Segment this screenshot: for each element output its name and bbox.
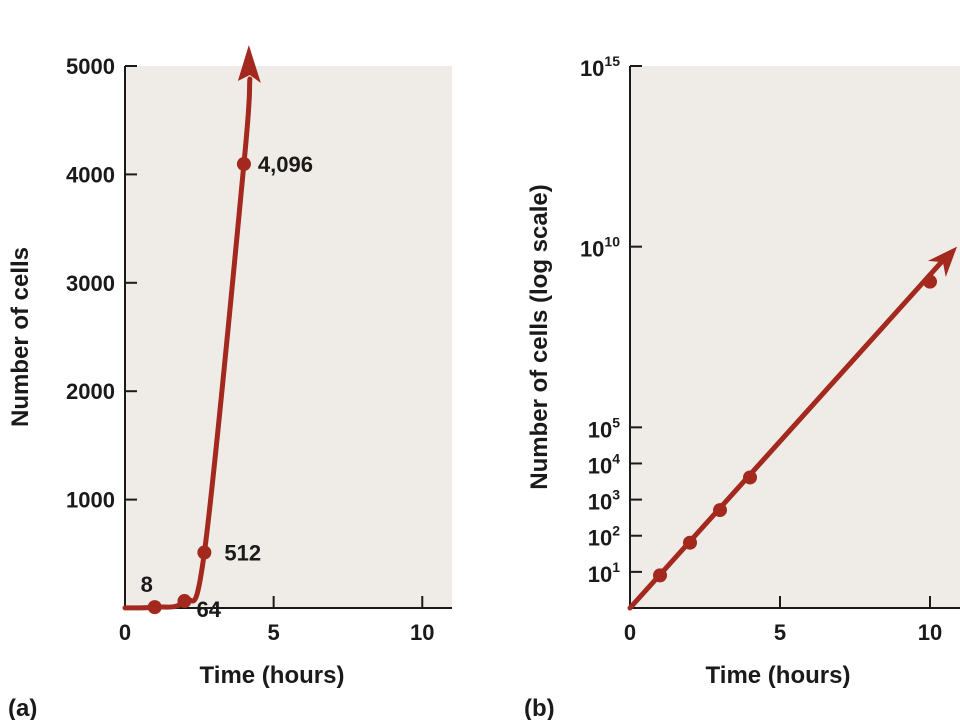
panel-b-y-tick-label: 101 xyxy=(588,559,620,587)
panel-a-x-axis-label: Time (hours) xyxy=(200,662,345,689)
panel-b-plot-background xyxy=(630,66,960,608)
panel-a-label: (a) xyxy=(8,695,37,720)
panel-a-y-tick-label: 1000 xyxy=(66,488,115,513)
panel-b-x-tick-label: 5 xyxy=(774,620,786,645)
panel-b-growth-line xyxy=(627,251,952,611)
panel-b-y-tick-exponent: 5 xyxy=(612,414,620,430)
panel-b-y-tick-exponent: 3 xyxy=(612,487,620,503)
panel-b-y-tick-base: 10 xyxy=(588,490,612,515)
panel-a-series: 8 64 512 4,096 xyxy=(122,45,313,622)
panel-b-y-tick-base: 10 xyxy=(580,237,604,262)
panel-a-data-point xyxy=(177,594,192,609)
panel-b-y-tick-label: 1015 xyxy=(580,53,620,81)
panel-b-y-axis-label: Number of cells (log scale) xyxy=(526,184,553,489)
panel-a-y-tick-label: 3000 xyxy=(66,271,115,296)
panel-b-data-point xyxy=(653,568,667,583)
panel-b-y-tick-base: 10 xyxy=(588,417,612,442)
panel-b-y-tick-base: 10 xyxy=(588,453,612,478)
panel-a-data-point xyxy=(197,545,212,560)
panel-a-data-point xyxy=(236,156,251,171)
panel-a-x-tick-label: 10 xyxy=(410,620,434,645)
panel-a-x-tick-label: 5 xyxy=(268,620,280,645)
panel-b-y-tick-base: 10 xyxy=(588,526,612,551)
panel-a-data-label: 512 xyxy=(224,540,261,565)
panel-a-x-tick-label: 0 xyxy=(119,620,131,645)
panel-b-y-tick-exponent: 15 xyxy=(604,53,620,69)
panel-b-y-tick-base: 10 xyxy=(588,562,612,587)
panel-b-data-point xyxy=(923,274,937,289)
panel-a-data-label: 64 xyxy=(196,597,221,622)
panel-a-arrowhead xyxy=(237,45,261,84)
panel-a-ticks: 1000 2000 3000 4000 5000 0 5 10 xyxy=(66,54,434,645)
panel-b-data-point xyxy=(713,503,727,518)
panel-b-arrowhead xyxy=(927,246,957,277)
panel-b-y-tick-label: 105 xyxy=(588,414,620,442)
panel-b-data-point xyxy=(743,470,757,485)
panel-a-y-axis-label: Number of cells xyxy=(7,247,34,427)
panel-b-series xyxy=(627,246,957,611)
panel-b-x-tick-label: 10 xyxy=(918,620,942,645)
panel-b-data-point xyxy=(683,535,697,550)
panel-a-y-tick-label: 4000 xyxy=(66,162,115,187)
panel-a-data-point xyxy=(147,600,162,615)
panel-b-y-tick-exponent: 4 xyxy=(612,450,620,466)
panel-b-y-tick-label: 1010 xyxy=(580,234,620,262)
panel-b-x-axis-label: Time (hours) xyxy=(706,662,851,689)
panel-a-data-label: 8 xyxy=(141,572,153,597)
panel-a-y-tick-label: 2000 xyxy=(66,379,115,404)
panel-b-y-tick-label: 102 xyxy=(588,523,620,551)
panel-b-x-tick-label: 0 xyxy=(624,620,636,645)
panel-b-label: (b) xyxy=(524,695,555,720)
panel-b-y-tick-exponent: 1 xyxy=(612,559,620,575)
panel-a-y-tick-label: 5000 xyxy=(66,54,115,79)
panel-a-plot-background xyxy=(125,66,452,608)
panel-b-y-tick-base: 10 xyxy=(580,56,604,81)
panel-b-y-tick-exponent: 2 xyxy=(612,523,620,539)
panel-b-y-tick-label: 104 xyxy=(588,450,620,478)
panel-b-y-tick-exponent: 10 xyxy=(604,234,620,250)
panel-a-data-label: 4,096 xyxy=(258,152,313,177)
panel-b-y-tick-label: 103 xyxy=(588,487,620,515)
panel-a: 1000 2000 3000 4000 5000 0 5 10 8 64 512 4,096 Tim… xyxy=(7,45,452,720)
